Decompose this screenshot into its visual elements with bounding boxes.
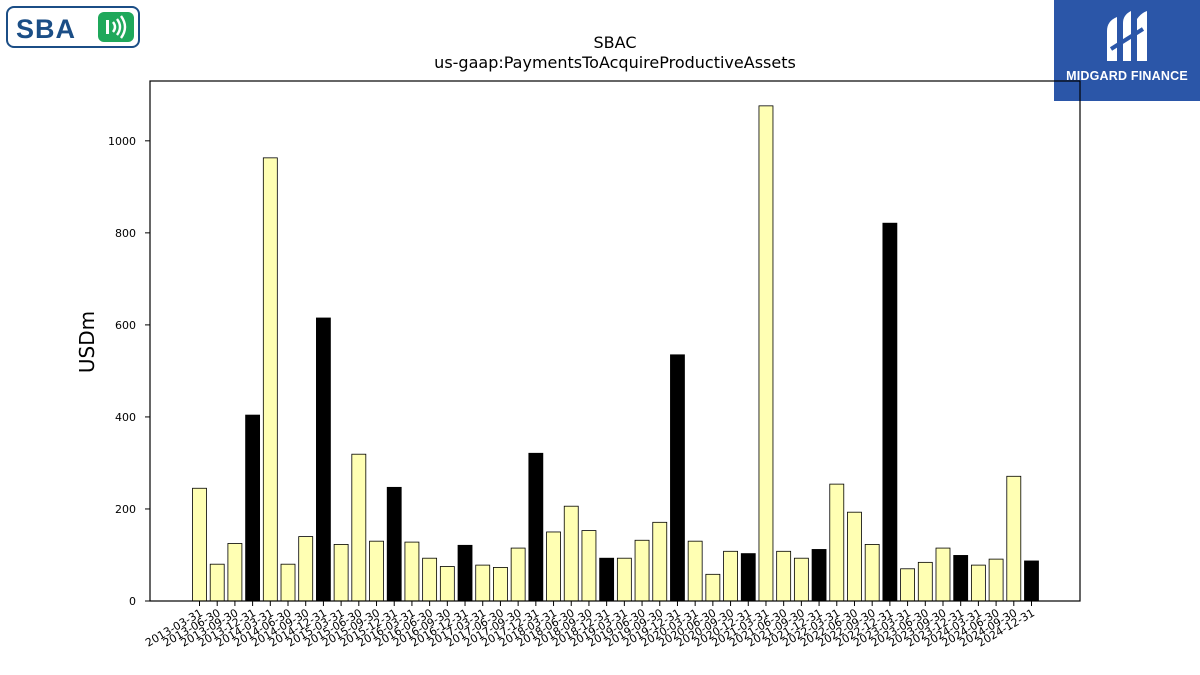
bar-2014-12-31: [316, 317, 331, 602]
bar-2014-06-30: [280, 563, 296, 602]
bar-2013-09-30: [227, 543, 243, 602]
x-axis: 2013-03-312013-06-302013-09-302013-12-31…: [143, 601, 1037, 650]
bar-2020-09-30: [723, 550, 738, 602]
bar-2015-12-31: [386, 486, 402, 602]
bar-2013-03-31: [192, 487, 207, 602]
signal-icon: [98, 12, 134, 42]
bar-2017-09-30: [510, 547, 526, 602]
y-axis-label: USDm: [75, 311, 99, 373]
bar-2018-09-30: [581, 530, 597, 602]
midgard-finance-logo: MIDGARD FINANCE: [1054, 0, 1200, 101]
bar-2021-09-30: [793, 557, 809, 602]
bar-2019-12-31: [670, 354, 685, 602]
bar-2021-06-30: [776, 550, 792, 602]
y-axis: 0 200 400 600 800 1000: [108, 135, 150, 608]
bar-2024-03-31: [970, 564, 986, 602]
bar-2016-12-31: [457, 544, 473, 602]
bar-2017-12-31: [528, 452, 544, 602]
bar-2017-03-31: [475, 564, 491, 602]
bar-2015-06-30: [351, 453, 367, 602]
bar-2020-03-31: [687, 540, 703, 602]
bar-2018-06-30: [563, 505, 579, 602]
chart-title: SBAC: [594, 33, 637, 52]
bar-2014-09-30: [298, 536, 314, 602]
y-tick-label: 600: [115, 319, 136, 332]
chart-subtitle: us-gaap:PaymentsToAcquireProductiveAsset…: [434, 53, 796, 72]
y-tick-label: 1000: [108, 135, 136, 148]
bar-2022-03-31: [829, 483, 845, 602]
bar-2018-03-31: [546, 531, 561, 602]
bars-group: [192, 105, 1039, 602]
bar-2023-12-31: [953, 555, 969, 602]
bar-2020-06-30: [705, 573, 721, 602]
midgard-brand-text: MIDGARD FINANCE: [1066, 69, 1188, 83]
bar-2023-03-31: [900, 568, 915, 602]
y-tick-label: 400: [115, 411, 136, 424]
bar-2021-03-31: [758, 105, 774, 602]
bar-2022-06-30: [847, 511, 862, 602]
bar-2023-06-30: [917, 561, 933, 602]
bar-2024-09-30: [1006, 475, 1022, 602]
bar-2016-09-30: [439, 566, 455, 602]
bar-2020-12-31: [740, 553, 756, 602]
bar-2022-09-30: [864, 544, 880, 602]
y-tick-label: 800: [115, 227, 136, 240]
bar-2013-12-31: [245, 414, 261, 602]
plot-frame: [149, 80, 1081, 602]
bar-2022-12-31: [882, 222, 898, 602]
y-tick-label: 0: [129, 595, 136, 608]
bar-2024-12-31: [1024, 560, 1039, 602]
y-tick-label: 200: [115, 503, 136, 516]
midgard-mark-icon: [1107, 11, 1147, 61]
bar-2023-09-30: [935, 547, 951, 602]
bar-2021-12-31: [811, 549, 827, 602]
bar-2015-09-30: [369, 540, 384, 602]
bar-2016-06-30: [422, 557, 438, 602]
bar-2019-03-31: [616, 557, 632, 602]
bar-2013-06-30: [209, 563, 225, 602]
bar-2015-03-31: [333, 544, 349, 602]
bar-2024-06-30: [988, 558, 1004, 602]
bar-2019-09-30: [652, 521, 668, 602]
bar-2016-03-31: [404, 541, 420, 602]
bar-2018-12-31: [599, 557, 615, 602]
bar-2014-03-31: [262, 157, 278, 602]
sba-logo-text: SBA: [16, 14, 77, 44]
sba-logo: SBA: [6, 6, 140, 48]
bar-2019-06-30: [634, 539, 650, 602]
bar-2017-06-30: [493, 567, 508, 602]
